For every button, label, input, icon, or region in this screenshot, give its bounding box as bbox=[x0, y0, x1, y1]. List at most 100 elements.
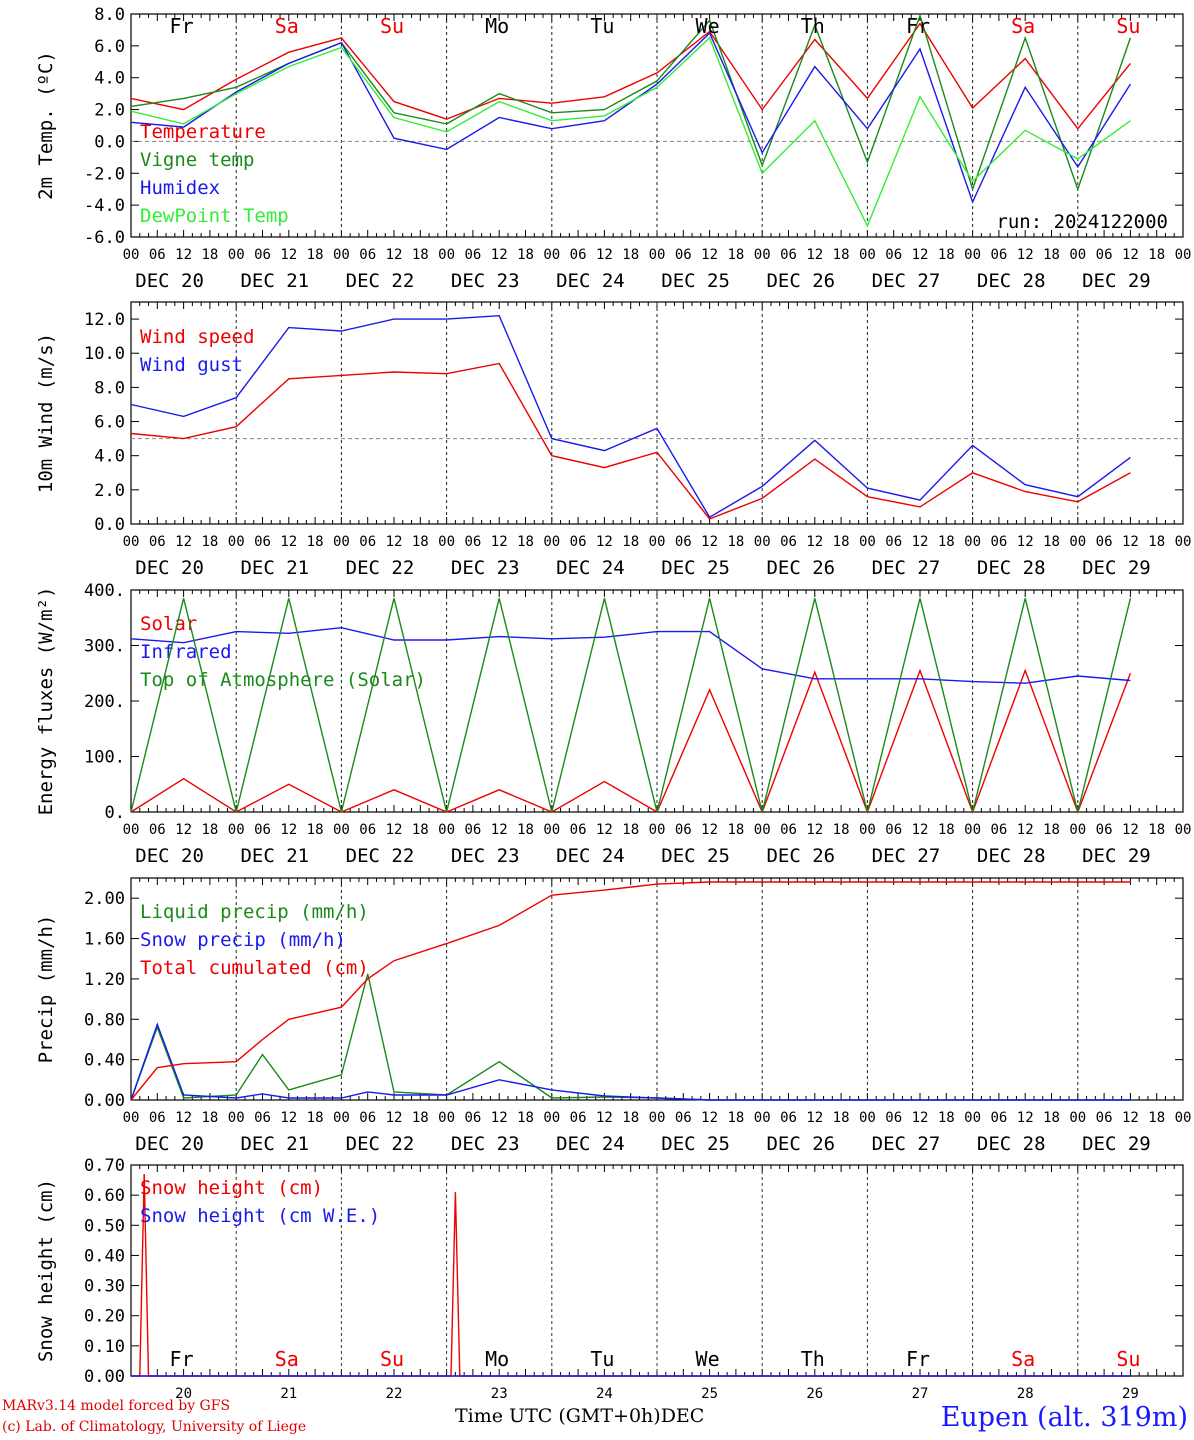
x-hour-label: 00 bbox=[1069, 822, 1086, 838]
y-tick-label: 2.0 bbox=[94, 101, 125, 121]
weekday-label: Th bbox=[801, 14, 825, 38]
x-hour-label: 12 bbox=[806, 247, 823, 263]
x-hour-label: 00 bbox=[543, 247, 560, 263]
y-tick-label: 100. bbox=[84, 748, 125, 768]
y-axis-label: 10m Wind (m/s) bbox=[35, 333, 57, 493]
weekday-label: Fr bbox=[170, 1347, 194, 1371]
x-hour-label: 12 bbox=[701, 822, 718, 838]
x-date-label: DEC 28 bbox=[977, 1133, 1046, 1155]
y-tick-label: 400. bbox=[84, 581, 125, 601]
series-line-dewpoint-temp bbox=[130, 36, 1131, 228]
y-axis-label: Precip (mm/h) bbox=[35, 915, 57, 1064]
x-hour-label: 12 bbox=[912, 247, 929, 263]
x-hour-label: 18 bbox=[307, 1110, 324, 1126]
x-date-label: DEC 27 bbox=[872, 1133, 941, 1155]
panel-2: 12.0 10.0 8.0 6.0 4.0 2.0 0.0 10m Wind (m/s) Win… bbox=[35, 301, 1191, 579]
x-date-label: DEC 28 bbox=[977, 845, 1046, 867]
weekday-label: Sa bbox=[1011, 14, 1035, 38]
x-hour-label: 18 bbox=[938, 247, 955, 263]
y-axis-label: Snow height (cm) bbox=[35, 1179, 57, 1362]
day-number-label: 20 bbox=[175, 1386, 192, 1402]
x-hour-label: 06 bbox=[675, 534, 692, 550]
x-hour-label: 00 bbox=[859, 822, 876, 838]
x-hour-label: 18 bbox=[1148, 247, 1165, 263]
x-date-label: DEC 20 bbox=[135, 557, 204, 579]
x-hour-label: 00 bbox=[754, 822, 771, 838]
x-hour-label: 18 bbox=[833, 822, 850, 838]
x-hour-label: 12 bbox=[596, 822, 613, 838]
x-hour-label: 18 bbox=[622, 1110, 639, 1126]
x-hour-label: 06 bbox=[464, 822, 481, 838]
x-hour-label: 00 bbox=[1175, 1110, 1192, 1126]
x-date-label: DEC 22 bbox=[346, 1133, 415, 1155]
x-hour-label: 12 bbox=[596, 1110, 613, 1126]
weekday-label: Mo bbox=[485, 14, 509, 38]
y-tick-label: 0.40 bbox=[84, 1051, 125, 1071]
y-axis-label: Energy fluxes (W/m²) bbox=[35, 587, 57, 816]
x-date-label: DEC 25 bbox=[661, 557, 730, 579]
x-hour-label: 06 bbox=[780, 1110, 797, 1126]
legend-entry: Wind speed bbox=[140, 326, 254, 348]
x-hour-label: 00 bbox=[649, 1110, 666, 1126]
x-date-label: DEC 20 bbox=[135, 845, 204, 867]
x-hour-label: 18 bbox=[517, 247, 534, 263]
x-hour-label: 00 bbox=[1069, 534, 1086, 550]
x-date-label: DEC 23 bbox=[451, 845, 520, 867]
x-hour-label: 00 bbox=[333, 1110, 350, 1126]
x-hour-label: 12 bbox=[596, 534, 613, 550]
x-hour-label: 00 bbox=[754, 1110, 771, 1126]
x-date-label: DEC 23 bbox=[451, 557, 520, 579]
x-hour-label: 00 bbox=[333, 534, 350, 550]
x-date-label: DEC 20 bbox=[135, 270, 204, 292]
y-tick-label: 0.20 bbox=[84, 1307, 125, 1327]
y-tick-label: 12.0 bbox=[84, 310, 125, 330]
x-date-label: DEC 28 bbox=[977, 270, 1046, 292]
x-hour-label: 00 bbox=[543, 534, 560, 550]
x-hour-label: 00 bbox=[964, 822, 981, 838]
series-line-total-cumulated-cm- bbox=[130, 881, 1131, 1101]
x-hour-label: 06 bbox=[990, 534, 1007, 550]
plot-frame bbox=[130, 13, 1184, 238]
legend-entry: Wind gust bbox=[140, 354, 243, 376]
x-hour-label: 18 bbox=[201, 822, 218, 838]
x-date-label: DEC 23 bbox=[451, 270, 520, 292]
day-number-label: 28 bbox=[1017, 1386, 1034, 1402]
weekday-label: Fr bbox=[170, 14, 194, 38]
x-hour-label: 00 bbox=[333, 247, 350, 263]
series-line-top-of-atmosphere-solar- bbox=[130, 598, 1132, 813]
x-hour-label: 18 bbox=[412, 247, 429, 263]
y-tick-label: 8.0 bbox=[94, 378, 125, 398]
x-date-label: DEC 24 bbox=[556, 270, 625, 292]
x-hour-label: 00 bbox=[228, 534, 245, 550]
x-hour-label: 12 bbox=[806, 822, 823, 838]
x-hour-label: 06 bbox=[885, 822, 902, 838]
legend-entry: Snow height (cm W.E.) bbox=[140, 1205, 380, 1227]
y-tick-label: 6.0 bbox=[94, 37, 125, 57]
x-hour-label: 12 bbox=[1122, 247, 1139, 263]
x-hour-label: 00 bbox=[964, 1110, 981, 1126]
legend-entry: Infrared bbox=[140, 641, 232, 663]
x-date-label: DEC 20 bbox=[135, 1133, 204, 1155]
x-date-label: DEC 26 bbox=[766, 845, 835, 867]
x-hour-label: 06 bbox=[254, 1110, 271, 1126]
x-hour-label: 18 bbox=[622, 534, 639, 550]
x-date-label: DEC 29 bbox=[1082, 270, 1151, 292]
y-tick-label: 0.60 bbox=[84, 1186, 125, 1206]
y-tick-label: 10.0 bbox=[84, 344, 125, 364]
x-hour-label: 00 bbox=[228, 822, 245, 838]
legend-entry: Liquid precip (mm/h) bbox=[140, 901, 369, 923]
y-tick-label: 2.0 bbox=[94, 481, 125, 501]
x-hour-label: 00 bbox=[123, 1110, 140, 1126]
x-hour-label: 00 bbox=[228, 247, 245, 263]
weekday-label: Su bbox=[1116, 1347, 1140, 1371]
x-hour-label: 12 bbox=[1122, 1110, 1139, 1126]
x-hour-label: 12 bbox=[1017, 534, 1034, 550]
day-number-label: 26 bbox=[806, 1386, 823, 1402]
x-hour-label: 18 bbox=[307, 822, 324, 838]
x-hour-label: 06 bbox=[1096, 1110, 1113, 1126]
x-hour-label: 06 bbox=[570, 247, 587, 263]
x-hour-label: 12 bbox=[1017, 822, 1034, 838]
x-hour-label: 18 bbox=[1148, 822, 1165, 838]
panel-4: 2.00 1.60 1.20 0.80 0.40 0.00 Precip (mm/h) Liq… bbox=[35, 877, 1192, 1155]
x-hour-label: 06 bbox=[149, 1110, 166, 1126]
